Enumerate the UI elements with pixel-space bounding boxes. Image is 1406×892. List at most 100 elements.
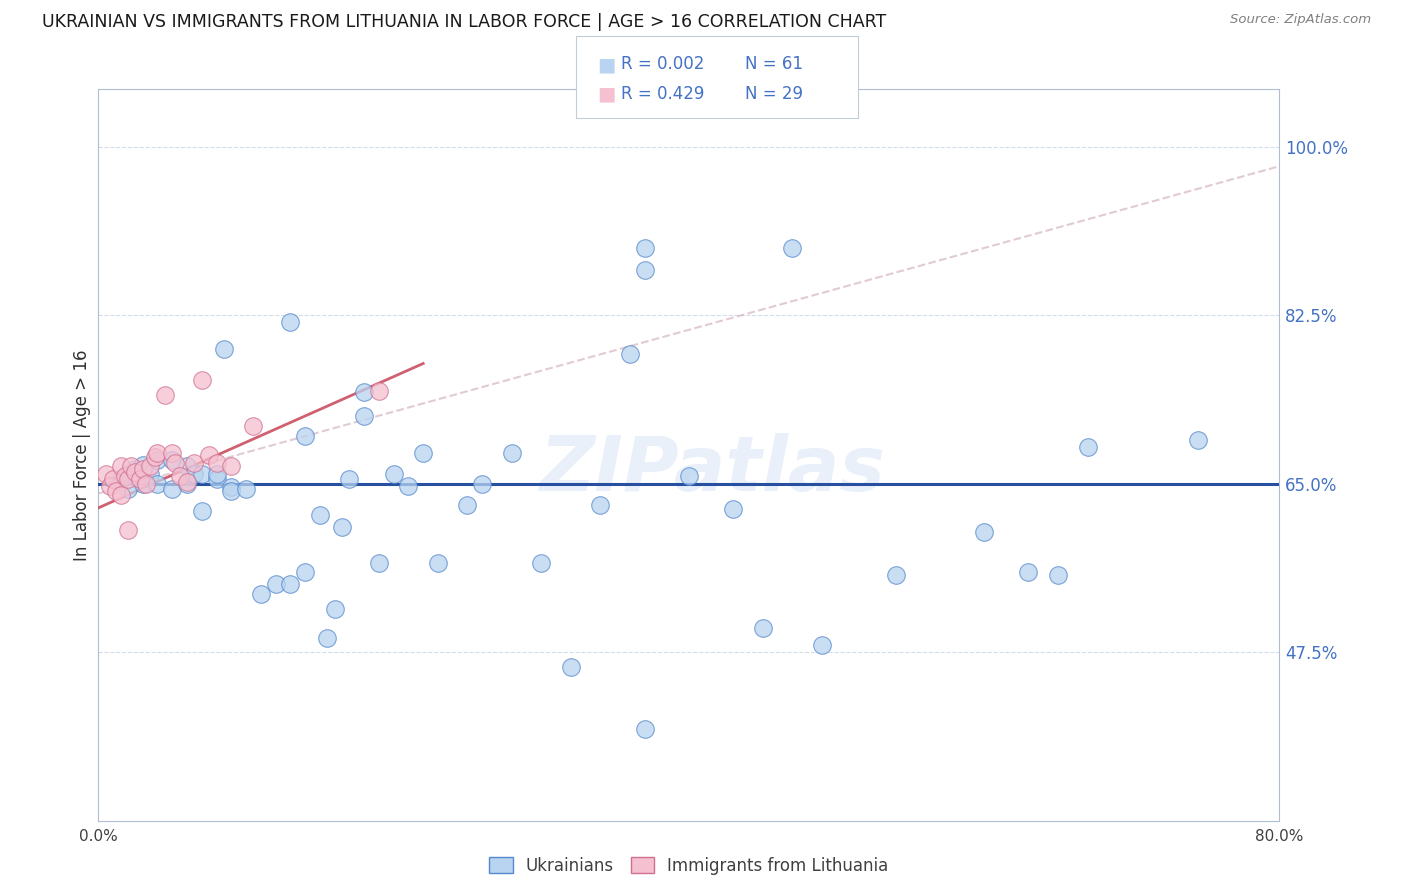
Point	[973, 524, 995, 539]
Text: UKRAINIAN VS IMMIGRANTS FROM LITHUANIA IN LABOR FORCE | AGE > 16 CORRELATION CHA: UKRAINIAN VS IMMIGRANTS FROM LITHUANIA I…	[42, 13, 886, 31]
Point	[278, 315, 302, 329]
Point	[294, 566, 316, 580]
Text: N = 61: N = 61	[745, 55, 803, 73]
Point	[1046, 568, 1069, 582]
Point	[751, 621, 773, 635]
Point	[219, 459, 242, 474]
Point	[176, 475, 198, 489]
Point	[143, 450, 166, 464]
Point	[1187, 434, 1209, 448]
Point	[396, 479, 419, 493]
Point	[124, 462, 146, 476]
Point	[382, 467, 405, 482]
Point	[146, 452, 169, 467]
Point	[139, 467, 162, 482]
Point	[810, 638, 832, 652]
Point	[117, 467, 139, 482]
Text: ■: ■	[598, 55, 616, 74]
Point	[723, 501, 745, 516]
Point	[782, 241, 804, 255]
Point	[619, 347, 641, 361]
Point	[339, 472, 360, 486]
Point	[139, 459, 162, 474]
Point	[501, 446, 523, 460]
Point	[132, 458, 155, 472]
Point	[165, 456, 187, 470]
Point	[98, 479, 121, 493]
Point	[212, 342, 235, 356]
Point	[103, 472, 125, 486]
Point	[1077, 440, 1099, 454]
Point	[278, 577, 302, 591]
Point	[110, 459, 132, 474]
Y-axis label: In Labor Force | Age > 16: In Labor Force | Age > 16	[73, 349, 91, 561]
Point	[219, 480, 242, 494]
Point	[323, 602, 346, 616]
Point	[205, 456, 228, 470]
Point	[471, 476, 494, 491]
Point	[633, 263, 655, 277]
Point	[183, 467, 205, 482]
Point	[110, 488, 132, 502]
Point	[368, 384, 391, 399]
Point	[198, 448, 221, 462]
Point	[162, 446, 183, 460]
Point	[146, 446, 169, 460]
Point	[146, 476, 169, 491]
Text: ZIPatlas: ZIPatlas	[540, 433, 886, 507]
Point	[117, 482, 139, 496]
Point	[176, 476, 198, 491]
Point	[162, 482, 183, 496]
Point	[368, 556, 391, 570]
Point	[294, 428, 316, 442]
Point	[110, 472, 132, 486]
Point	[353, 409, 375, 424]
Point	[183, 456, 205, 470]
Point	[219, 484, 242, 499]
Point	[132, 462, 155, 476]
Point	[128, 472, 150, 486]
Point	[309, 508, 332, 522]
Point	[114, 469, 136, 483]
Point	[633, 723, 655, 737]
Point	[427, 556, 450, 570]
Point	[169, 469, 191, 483]
Point	[120, 459, 142, 474]
Point	[124, 465, 146, 479]
Point	[191, 504, 214, 518]
Point	[105, 484, 128, 499]
Point	[264, 577, 287, 591]
Text: R = 0.429: R = 0.429	[621, 85, 704, 103]
Point	[117, 472, 139, 486]
Point	[250, 587, 273, 601]
Point	[191, 373, 214, 387]
Text: R = 0.002: R = 0.002	[621, 55, 704, 73]
Point	[530, 556, 553, 570]
Point	[235, 482, 257, 496]
Point	[176, 459, 198, 474]
Point	[560, 659, 582, 673]
Point	[1017, 566, 1039, 580]
Point	[633, 241, 655, 255]
Point	[205, 467, 228, 482]
Text: ■: ■	[598, 85, 616, 103]
Point	[330, 520, 353, 534]
Point	[191, 467, 214, 482]
Legend: Ukrainians, Immigrants from Lithuania: Ukrainians, Immigrants from Lithuania	[482, 850, 896, 882]
Point	[132, 476, 155, 491]
Point	[316, 631, 339, 645]
Text: Source: ZipAtlas.com: Source: ZipAtlas.com	[1230, 13, 1371, 27]
Point	[589, 498, 612, 512]
Point	[412, 446, 434, 460]
Text: N = 29: N = 29	[745, 85, 803, 103]
Point	[205, 472, 228, 486]
Point	[153, 388, 176, 402]
Point	[353, 385, 375, 400]
Point	[94, 467, 117, 482]
Point	[678, 469, 700, 483]
Point	[135, 476, 157, 491]
Point	[242, 419, 264, 434]
Point	[456, 498, 478, 512]
Point	[162, 452, 183, 467]
Point	[117, 523, 139, 537]
